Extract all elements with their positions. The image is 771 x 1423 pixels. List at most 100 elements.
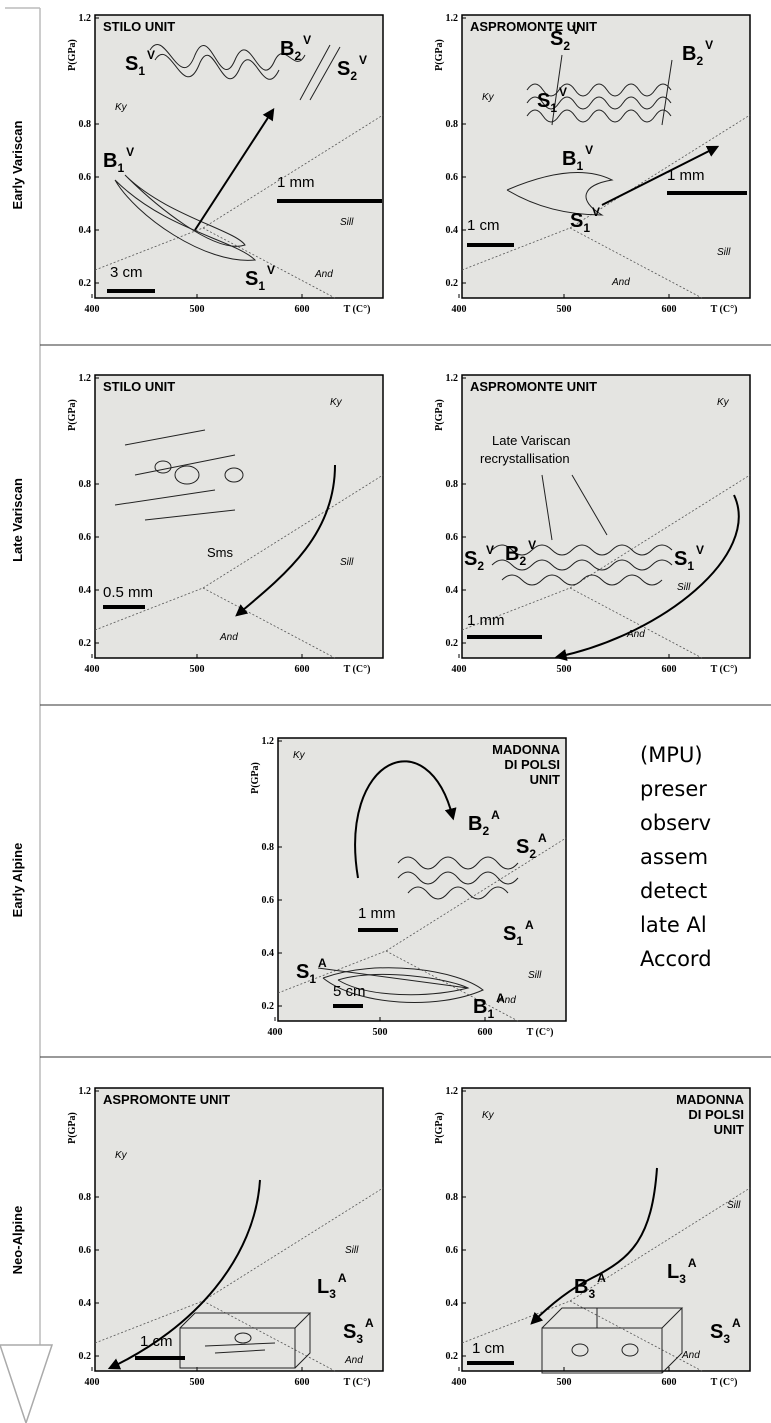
x-axis-label: T (C°) [711,304,738,315]
structure-label: S1V [537,85,567,115]
x-tick-label: 400 [452,304,467,315]
field-label: And [611,277,630,288]
field-label: And [497,995,516,1006]
field-label: Ky [293,750,306,761]
structure-symbol: B [574,1276,588,1298]
panel-title: ASPROMONTE UNIT [470,19,597,34]
panel-title: ASPROMONTE UNIT [470,379,597,394]
structure-sketch [397,856,519,870]
field-label: Ky [115,102,128,113]
structure-sketch [541,474,608,541]
y-tick-label: 0.8 [262,842,275,853]
structure-event: A [732,1316,741,1330]
structure-label: S1V [245,263,275,293]
x-tick-label: 600 [295,1377,310,1388]
field-label: Ky [717,397,730,408]
structure-label: S1V [125,48,155,78]
structure-event: A [491,808,500,822]
structure-symbol: L [667,1261,679,1283]
structure-symbol: B [103,150,117,172]
y-tick-label: 1.2 [79,13,92,24]
x-axis-label: T (C°) [711,1377,738,1388]
structure-sketch [114,179,257,261]
scale-bar-label: 1 mm [358,905,396,922]
y-tick-label: 0.8 [446,479,459,490]
y-axis-label: P(GPa) [67,1112,78,1144]
structure-event: A [688,1256,697,1270]
structure-sketch [224,467,244,483]
scale-bar-label: 1 mm [277,174,315,191]
field-label: And [219,632,238,643]
x-tick-label: 400 [452,664,467,675]
field-label: Ky [482,92,495,103]
panel-box [461,1087,751,1372]
structure-label: B2V [505,538,536,568]
structure-sketch [294,1313,311,1369]
y-axis-label: P(GPa) [434,1112,445,1144]
field-label: Ky [115,1150,128,1161]
structure-sketch [526,109,672,123]
y-tick-label: 0.4 [262,948,275,959]
y-tick-label: 0.2 [262,1001,275,1012]
structure-index: 1 [138,64,145,78]
structure-event: V [486,543,494,557]
structure-event: A [338,1271,347,1285]
field-label: Ky [330,397,343,408]
structure-index: 3 [356,1332,363,1346]
y-tick-label: 0.4 [79,585,92,596]
structure-sketch [491,544,673,556]
structure-event: V [126,145,134,159]
structure-index: 1 [258,279,265,293]
structure-sketch [114,429,236,521]
stage-label: Late Variscan [10,478,25,562]
pt-panel: 0.2 0.4 0.6 0.8 1.2 400 500 600 T (C°) P(GPa) ASPR… [434,373,751,675]
pt-path-arrow [554,494,740,661]
panel-box [461,374,751,659]
x-tick-label: 600 [662,664,677,675]
x-tick-label: 400 [85,304,100,315]
y-tick-label: 0.2 [446,638,459,649]
structure-symbol: S [710,1321,723,1343]
reaction-line [461,1187,751,1372]
panel-title: ASPROMONTE UNIT [103,1092,230,1107]
structure-sketch [154,53,280,80]
x-tick-label: 600 [662,1377,677,1388]
y-tick-label: 0.4 [446,1298,459,1309]
scale-bar-label: 5 cm [333,983,366,1000]
x-tick-label: 400 [85,664,100,675]
y-tick-label: 1.2 [79,373,92,384]
structure-symbol: B [562,148,576,170]
field-label: Sill [677,582,691,593]
structure-event: V [572,23,580,37]
time-arrow [0,1344,54,1423]
structure-sketch [526,83,672,97]
y-tick-label: 0.2 [446,278,459,289]
structure-symbol: S [516,836,529,858]
structure-index: 1 [487,1007,494,1021]
structure-event: A [538,831,547,845]
structure-sketch [149,43,306,71]
structure-index: 3 [588,1287,595,1301]
structure-label: B2V [682,38,713,68]
scale-bar-label: 1 cm [467,217,500,234]
structure-index: 2 [519,554,526,568]
scale-bar-label: 0.5 mm [103,584,153,601]
structure-sketch [407,886,509,900]
body-text-fragment: (MPU) [640,743,703,767]
y-tick-label: 0.6 [446,532,459,543]
structure-label: B1V [103,145,134,175]
structure-index: 1 [576,159,583,173]
x-tick-label: 600 [295,304,310,315]
panel-box [94,374,384,659]
field-label: Ky [482,1110,495,1121]
structure-label: S1A [503,918,534,948]
y-tick-label: 0.8 [446,1192,459,1203]
structure-symbol: S [343,1321,356,1343]
structure-event: V [267,263,275,277]
pt-panel: 0.2 0.4 0.6 0.8 1.2 400 500 600 T (C°) P(GPa) STIL… [67,13,384,315]
field-label: Sill [340,217,354,228]
sidebar [0,7,771,1423]
panel-box [94,1087,384,1372]
y-tick-label: 0.2 [79,278,92,289]
pt-panel: 0.2 0.4 0.6 0.8 1.2 400 500 600 T (C°) P(GPa) MADO… [434,1086,751,1388]
